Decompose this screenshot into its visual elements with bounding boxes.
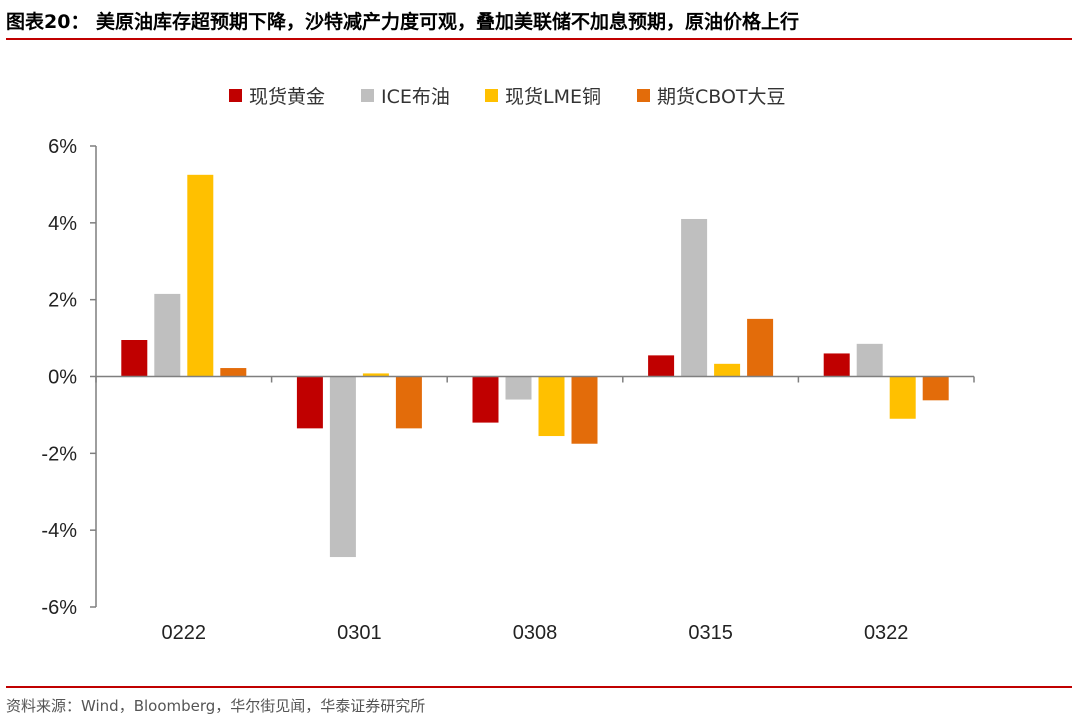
y-tick-label: -4% bbox=[41, 520, 77, 542]
legend-label: 现货黄金 bbox=[249, 86, 325, 108]
bar bbox=[714, 363, 741, 377]
source-note: 资料来源：Wind，Bloomberg，华尔街见闻，华泰证券研究所 bbox=[6, 697, 426, 715]
bar bbox=[571, 376, 598, 444]
x-tick-label: 0301 bbox=[337, 622, 382, 644]
chart-header: 图表20： 美原油库存超预期下降，沙特减产力度可观，叠加美联储不加息预期，原油价… bbox=[6, 8, 1072, 40]
bar bbox=[362, 373, 389, 377]
y-axis: 6% 4% 2% 0% -2% -4% -6% bbox=[41, 136, 97, 619]
bar bbox=[889, 376, 916, 419]
bar bbox=[538, 376, 565, 437]
x-axis: 0222 0301 0308 0315 0322 bbox=[95, 375, 975, 644]
bar bbox=[296, 376, 323, 429]
header-divider bbox=[6, 38, 1072, 40]
legend-label: 现货LME铜 bbox=[505, 86, 601, 108]
bar bbox=[472, 376, 499, 423]
bar bbox=[505, 376, 532, 400]
x-tick-label: 0308 bbox=[513, 622, 558, 644]
bar bbox=[220, 368, 247, 377]
legend: 现货黄金 ICE布油 现货LME铜 期货CBOT大豆 bbox=[229, 86, 786, 108]
y-tick-label: -2% bbox=[41, 443, 77, 465]
x-tick-label: 0315 bbox=[688, 622, 733, 644]
bars bbox=[121, 174, 949, 558]
bar bbox=[121, 340, 148, 377]
y-tick-label: 0% bbox=[48, 367, 77, 389]
bar bbox=[648, 355, 675, 377]
bar-chart: 现货黄金 ICE布油 现货LME铜 期货CBOT大豆 6% 4% 2% 0% -2% -4% -6… bbox=[41, 86, 975, 644]
legend-label: ICE布油 bbox=[381, 86, 450, 108]
y-tick-label: 4% bbox=[48, 213, 77, 235]
chart-title: 图表20： 美原油库存超预期下降，沙特减产力度可观，叠加美联储不加息预期，原油价… bbox=[6, 11, 800, 33]
y-tick-label: 6% bbox=[48, 136, 77, 158]
legend-swatch bbox=[229, 89, 242, 102]
bar bbox=[154, 293, 181, 377]
footer-divider bbox=[6, 686, 1072, 688]
bar bbox=[187, 174, 214, 377]
bar bbox=[681, 218, 708, 377]
bar bbox=[823, 353, 850, 377]
legend-label: 期货CBOT大豆 bbox=[657, 86, 786, 108]
y-tick-label: -6% bbox=[41, 597, 77, 619]
y-tick-label: 2% bbox=[48, 290, 77, 312]
bar bbox=[329, 376, 356, 558]
x-tick-label: 0322 bbox=[864, 622, 909, 644]
bar bbox=[747, 318, 774, 377]
legend-swatch bbox=[485, 89, 498, 102]
x-tick-label: 0222 bbox=[162, 622, 207, 644]
legend-swatch bbox=[361, 89, 374, 102]
legend-swatch bbox=[637, 89, 650, 102]
bar bbox=[395, 376, 422, 429]
bar bbox=[922, 376, 949, 401]
bar bbox=[856, 343, 883, 377]
